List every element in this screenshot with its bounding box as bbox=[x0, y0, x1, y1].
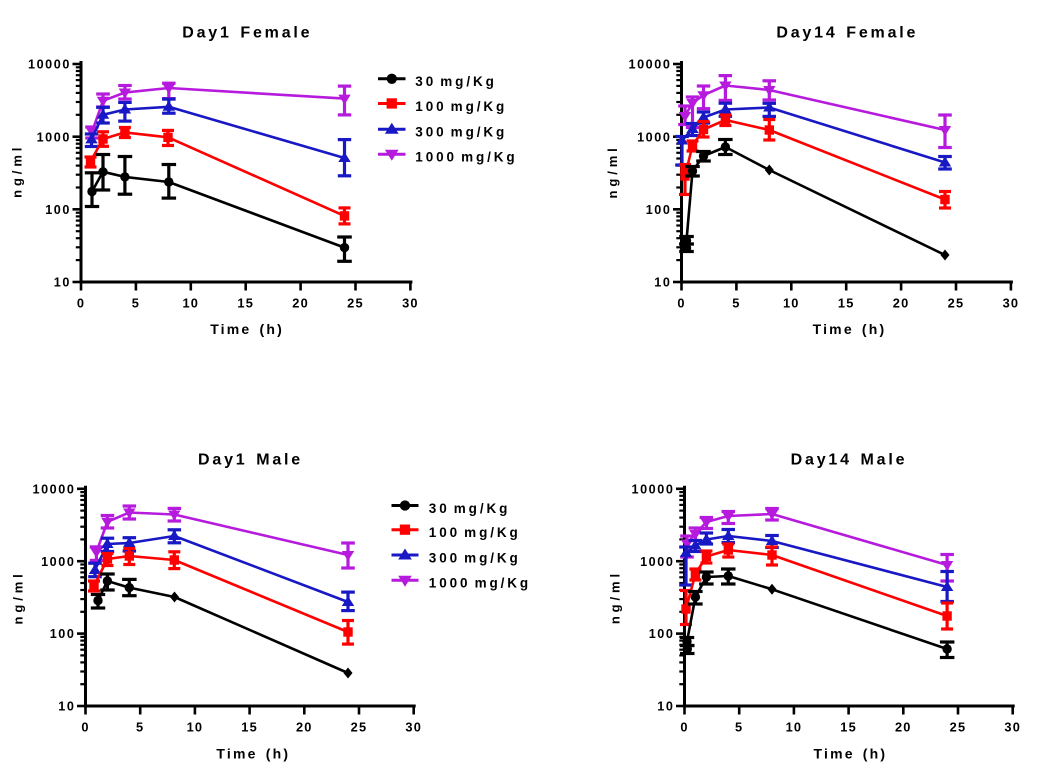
svg-text:30: 30 bbox=[1004, 719, 1021, 734]
svg-text:0: 0 bbox=[680, 719, 688, 734]
svg-text:10: 10 bbox=[187, 719, 204, 734]
svg-text:10: 10 bbox=[786, 719, 803, 734]
svg-text:Time (h): Time (h) bbox=[216, 746, 290, 762]
svg-text:ng/ml: ng/ml bbox=[605, 144, 620, 198]
svg-text:10000: 10000 bbox=[628, 58, 671, 72]
svg-text:25: 25 bbox=[351, 719, 368, 734]
svg-text:10: 10 bbox=[654, 276, 671, 290]
svg-text:Time (h): Time (h) bbox=[813, 321, 887, 337]
svg-text:15: 15 bbox=[838, 295, 855, 310]
svg-text:10: 10 bbox=[182, 295, 199, 310]
svg-text:1000: 1000 bbox=[41, 555, 75, 569]
svg-text:ng/ml: ng/ml bbox=[10, 570, 25, 624]
svg-text:5: 5 bbox=[132, 295, 140, 310]
svg-text:100: 100 bbox=[646, 203, 672, 217]
svg-text:20: 20 bbox=[296, 719, 313, 734]
svg-text:10: 10 bbox=[657, 700, 674, 714]
svg-text:20: 20 bbox=[895, 719, 912, 734]
svg-text:Day14 Female: Day14 Female bbox=[776, 25, 918, 42]
svg-text:1000 mg/Kg: 1000 mg/Kg bbox=[415, 150, 517, 165]
svg-text:20: 20 bbox=[893, 295, 910, 310]
svg-text:Day1 Male: Day1 Male bbox=[198, 452, 303, 469]
svg-text:10000: 10000 bbox=[631, 482, 674, 496]
svg-text:30: 30 bbox=[1003, 295, 1020, 310]
svg-text:30 mg/Kg: 30 mg/Kg bbox=[429, 501, 510, 516]
svg-text:0: 0 bbox=[677, 295, 685, 310]
svg-text:300 mg/Kg: 300 mg/Kg bbox=[415, 125, 507, 140]
svg-text:ng/ml: ng/ml bbox=[10, 144, 25, 198]
svg-text:5: 5 bbox=[732, 295, 740, 310]
svg-text:ng/ml: ng/ml bbox=[607, 570, 622, 624]
svg-text:0: 0 bbox=[77, 295, 85, 310]
svg-text:1000: 1000 bbox=[640, 555, 674, 569]
svg-text:Day14 Male: Day14 Male bbox=[791, 452, 908, 469]
svg-text:25: 25 bbox=[948, 295, 965, 310]
svg-text:100 mg/Kg: 100 mg/Kg bbox=[415, 99, 507, 114]
svg-text:Time (h): Time (h) bbox=[210, 321, 284, 337]
svg-text:10: 10 bbox=[58, 700, 75, 714]
svg-text:10: 10 bbox=[783, 295, 800, 310]
svg-text:10000: 10000 bbox=[32, 482, 75, 496]
svg-text:100 mg/Kg: 100 mg/Kg bbox=[429, 525, 521, 540]
svg-text:300 mg/Kg: 300 mg/Kg bbox=[429, 550, 521, 565]
svg-text:10: 10 bbox=[54, 276, 71, 290]
svg-text:Day1 Female: Day1 Female bbox=[182, 25, 312, 42]
svg-text:100: 100 bbox=[50, 627, 76, 641]
svg-text:25: 25 bbox=[347, 295, 364, 310]
svg-text:1000 mg/Kg: 1000 mg/Kg bbox=[429, 576, 531, 591]
svg-text:1000: 1000 bbox=[37, 130, 71, 144]
svg-text:15: 15 bbox=[237, 295, 254, 310]
svg-text:5: 5 bbox=[136, 719, 144, 734]
svg-text:100: 100 bbox=[649, 627, 675, 641]
svg-text:0: 0 bbox=[81, 719, 89, 734]
svg-text:Time (h): Time (h) bbox=[814, 746, 888, 762]
svg-text:100: 100 bbox=[45, 203, 71, 217]
svg-text:30: 30 bbox=[402, 295, 419, 310]
svg-text:5: 5 bbox=[735, 719, 743, 734]
svg-text:10000: 10000 bbox=[28, 58, 71, 72]
svg-text:20: 20 bbox=[292, 295, 309, 310]
svg-text:30 mg/Kg: 30 mg/Kg bbox=[415, 74, 496, 89]
svg-text:15: 15 bbox=[840, 719, 857, 734]
svg-text:1000: 1000 bbox=[637, 130, 671, 144]
svg-text:25: 25 bbox=[950, 719, 967, 734]
svg-text:15: 15 bbox=[241, 719, 258, 734]
svg-text:30: 30 bbox=[405, 719, 422, 734]
